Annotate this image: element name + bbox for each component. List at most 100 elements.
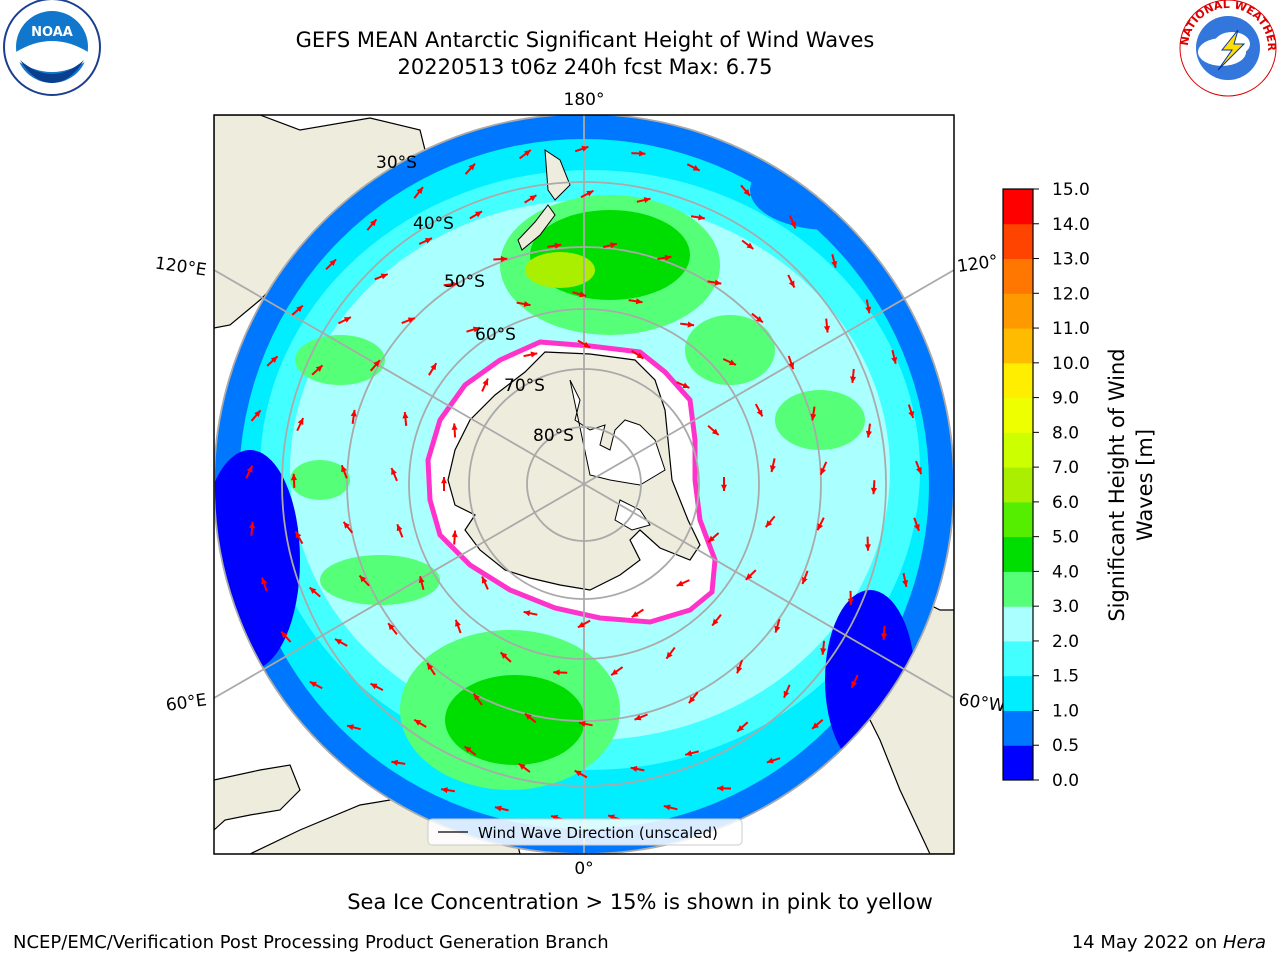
lat-label-50s: 50°S	[444, 272, 485, 292]
colorbar-tick-label: 0.5	[1052, 736, 1079, 756]
wave-arrow-head	[451, 281, 458, 288]
wave-arrow-head	[908, 411, 915, 418]
wave-arrow-head	[851, 680, 858, 688]
wave-arrow-head	[473, 693, 480, 701]
wave-arrow-head	[865, 430, 872, 438]
wave-arrow-head	[380, 273, 388, 280]
wave-arrow-head	[391, 759, 398, 766]
wave-arrow-head	[254, 410, 261, 417]
wave-arrow-head	[711, 428, 719, 435]
wave-arrow-head	[820, 648, 827, 655]
wave-arrow-head	[788, 362, 795, 370]
wave-arrow-head	[688, 696, 696, 704]
wave-arrow-head	[631, 611, 639, 618]
wave-arrow-head	[309, 587, 317, 594]
colorbar-segment	[1003, 397, 1033, 433]
colorbar-segment	[1003, 710, 1033, 746]
wave-arrow-head	[765, 520, 773, 528]
land-antarctica	[447, 351, 701, 591]
wave-arrow-head	[810, 413, 817, 421]
wave-arrow-head	[359, 575, 367, 583]
colorbar-tick-label: 13.0	[1052, 250, 1090, 270]
wave-arrow-head	[343, 317, 351, 323]
wave-arrow-head	[635, 298, 643, 305]
colorbar-tick-label: 0.0	[1052, 771, 1079, 791]
wave-arrow-head	[451, 423, 458, 430]
colorbar: 15.0 14.0 13.0 12.0 11.0 10.0 9.0 8.0 7.0 6.0 5.0 4…	[1002, 180, 1090, 791]
wave-arrow-head	[708, 535, 715, 543]
wave-arrow-head	[281, 631, 288, 639]
wave-arrow-head	[530, 351, 538, 358]
colorbar-tick-label: 10.0	[1052, 354, 1090, 374]
wave-arrow-head	[391, 468, 397, 475]
wave-arrow-head	[475, 211, 482, 218]
colorbar-segment	[1003, 745, 1033, 781]
colorbar-tick-label: 1.0	[1052, 701, 1079, 721]
wave-arrow-head	[500, 256, 508, 263]
wave-arrow-head	[414, 719, 422, 726]
colorbar-title: Significant Height of Wind Waves [m]	[1105, 348, 1157, 622]
wave-arrow-head	[246, 465, 253, 473]
wave-arrow-head	[441, 477, 447, 484]
wave-arrow-head	[820, 467, 826, 475]
wave-arrow-head	[685, 750, 693, 757]
wave-arrow-head	[430, 363, 437, 371]
colorbar-tick-label: 4.0	[1052, 562, 1079, 582]
ice-shelf-ross	[569, 379, 666, 486]
wave-arrow-head	[524, 713, 532, 720]
wave-arrow-head	[790, 221, 796, 229]
lat-label-80s: 80°S	[533, 426, 574, 446]
wave-arrow-head	[630, 765, 638, 772]
wave-arrow-head	[891, 357, 898, 364]
wave-arrow-head	[315, 365, 323, 372]
wave-arrow-head	[864, 544, 871, 551]
wave-arrow-head	[682, 382, 690, 389]
colorbar-tick-label: 2.0	[1052, 632, 1079, 652]
wave-arrow-head	[418, 576, 425, 584]
colorbar-segment	[1003, 606, 1033, 642]
wave-arrow-head	[583, 341, 591, 348]
colorbar-tick-label: 1.5	[1052, 667, 1079, 687]
wave-arrow-head	[341, 465, 347, 473]
wave-arrow-head	[472, 326, 480, 333]
colorbar-border	[1002, 188, 1034, 781]
wave-arrow-head	[913, 524, 920, 531]
colorbar-segment	[1003, 258, 1033, 294]
wave-arrow-head	[831, 261, 838, 268]
lat-label-70s: 70°S	[504, 376, 545, 396]
wave-arrow-head	[692, 165, 700, 171]
wave-arrow-head	[441, 787, 448, 794]
wave-arrow-head	[424, 238, 432, 244]
chart-subtitle: 20220513 t06z 240h fcst Max: 6.75	[397, 55, 773, 79]
wave-arrow-head	[687, 321, 695, 328]
wave-arrow-head	[482, 378, 489, 386]
wave-arrow-head	[468, 163, 475, 171]
wave-arrow-head	[717, 785, 724, 792]
chart-title: GEFS MEAN Antarctic Significant Height o…	[295, 28, 875, 52]
wave-arrow-head	[309, 681, 317, 688]
wave-arrow-head	[350, 409, 357, 417]
colorbar-tick-label: 11.0	[1052, 319, 1090, 339]
colorbar-segment	[1003, 328, 1033, 364]
wave-arrow-head	[451, 530, 458, 538]
wave-arrow-head	[518, 763, 526, 770]
wave-arrow-head	[481, 576, 488, 584]
wave-arrow-head	[523, 150, 531, 157]
colorbar-tick-label: 8.0	[1052, 423, 1079, 443]
wave-arrow-head	[396, 524, 403, 532]
wave-arrow-head	[370, 219, 377, 227]
wave-arrow-head	[847, 598, 854, 605]
wave-arrow-head	[746, 242, 754, 249]
wave-arrow-head	[870, 487, 877, 495]
wave-arrow-head	[817, 523, 824, 531]
wave-arrow-head	[737, 725, 744, 732]
lon-label-180: 180°	[564, 90, 605, 110]
lat-label-60s: 60°S	[475, 325, 516, 345]
wave-arrow-head	[455, 619, 461, 627]
wave-arrow-head	[586, 190, 594, 197]
colorbar-segment	[1003, 189, 1033, 225]
lon-label-0: 0°	[574, 859, 593, 879]
wave-arrow-head	[664, 254, 672, 261]
wave-arrow-head	[574, 770, 582, 777]
colorbar-tick-label: 9.0	[1052, 389, 1079, 409]
